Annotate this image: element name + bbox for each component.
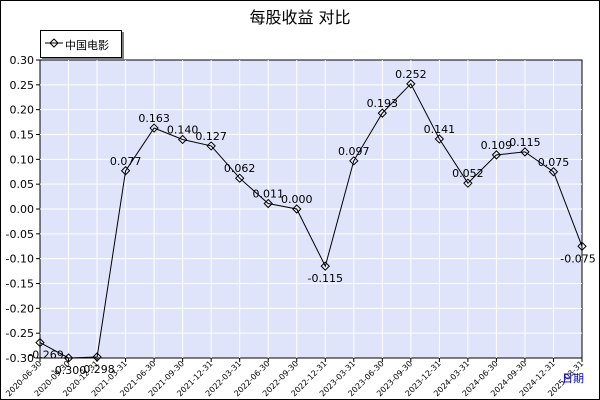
- data-point: [406, 79, 416, 89]
- y-tick-label: 0.00: [10, 203, 35, 216]
- data-point: [463, 178, 473, 188]
- data-point: [234, 173, 245, 183]
- legend: 中国电影: [40, 30, 122, 58]
- data-label: 0.193: [367, 97, 399, 110]
- data-label: -0.300: [51, 364, 86, 377]
- data-label: 0.075: [538, 156, 570, 169]
- data-label: -0.115: [308, 272, 343, 285]
- data-label: 0.252: [395, 68, 427, 81]
- data-label: 0.097: [338, 145, 370, 158]
- y-tick-label: -0.20: [6, 302, 34, 315]
- y-tick-label: -0.05: [6, 228, 34, 241]
- y-tick-label: 0.05: [10, 178, 35, 191]
- y-tick-label: -0.25: [6, 327, 34, 340]
- data-label: 0.011: [252, 188, 284, 201]
- data-point: [520, 147, 530, 157]
- data-label: 0.109: [481, 139, 513, 152]
- y-tick-label: -0.10: [6, 253, 34, 266]
- series-line: [39, 82, 583, 359]
- data-point: [491, 150, 502, 160]
- data-point: [292, 204, 302, 214]
- data-label: 0.141: [424, 123, 456, 136]
- data-point: [320, 261, 330, 271]
- data-label: 0.140: [167, 123, 199, 136]
- y-tick-label: 0.25: [10, 79, 35, 92]
- data-label: -0.298: [79, 363, 114, 376]
- y-tick-label: -0.30: [6, 352, 34, 365]
- data-point: [548, 167, 559, 177]
- data-point: [92, 352, 102, 362]
- data-label: 0.127: [195, 130, 227, 143]
- data-label: -0.075: [560, 252, 595, 265]
- data-label: 0.115: [509, 136, 541, 149]
- y-tick-label: 0.30: [10, 54, 35, 67]
- data-point: [120, 166, 131, 176]
- data-point: [377, 108, 388, 118]
- y-tick-label: 0.20: [10, 104, 35, 117]
- y-tick-label: 0.15: [10, 129, 35, 142]
- data-point: [434, 134, 445, 144]
- data-label: 0.052: [452, 167, 484, 180]
- data-label: 0.163: [138, 112, 170, 125]
- data-label: 0.062: [224, 162, 256, 175]
- data-point: [149, 123, 159, 133]
- data-label: 0.000: [281, 193, 313, 206]
- legend-marker-icon: [45, 38, 63, 48]
- y-tick-label: -0.15: [6, 278, 34, 291]
- data-point: [263, 198, 273, 209]
- chart-title: 每股收益 对比: [249, 8, 351, 27]
- x-axis-label: 日期: [562, 372, 584, 385]
- data-point: [63, 353, 74, 363]
- data-point: [349, 156, 359, 166]
- y-tick-label: 0.10: [10, 153, 35, 166]
- data-point: [206, 141, 216, 151]
- data-label: -0.269: [28, 349, 63, 362]
- data-point: [177, 134, 188, 145]
- data-label: 0.077: [110, 155, 142, 168]
- data-point: [577, 241, 587, 251]
- legend-label: 中国电影: [65, 39, 109, 52]
- data-point: [35, 337, 45, 348]
